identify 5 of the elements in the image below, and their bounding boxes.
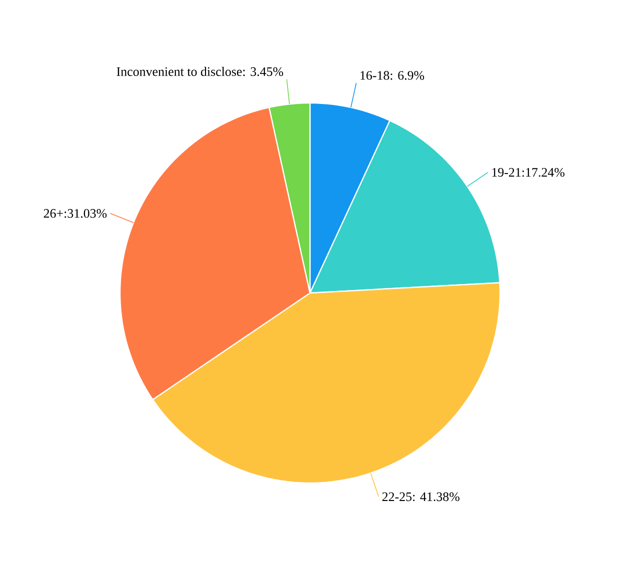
slice-label: 19-21:17.24%: [492, 168, 564, 177]
slice-label: 16-18: 6.9%: [360, 71, 424, 80]
slice-label: 26+:31.03%: [44, 209, 107, 218]
slice-label: 22-25: 41.38%: [382, 492, 460, 502]
slice-label: Inconvenient to disclose: 3.45%: [116, 66, 284, 76]
